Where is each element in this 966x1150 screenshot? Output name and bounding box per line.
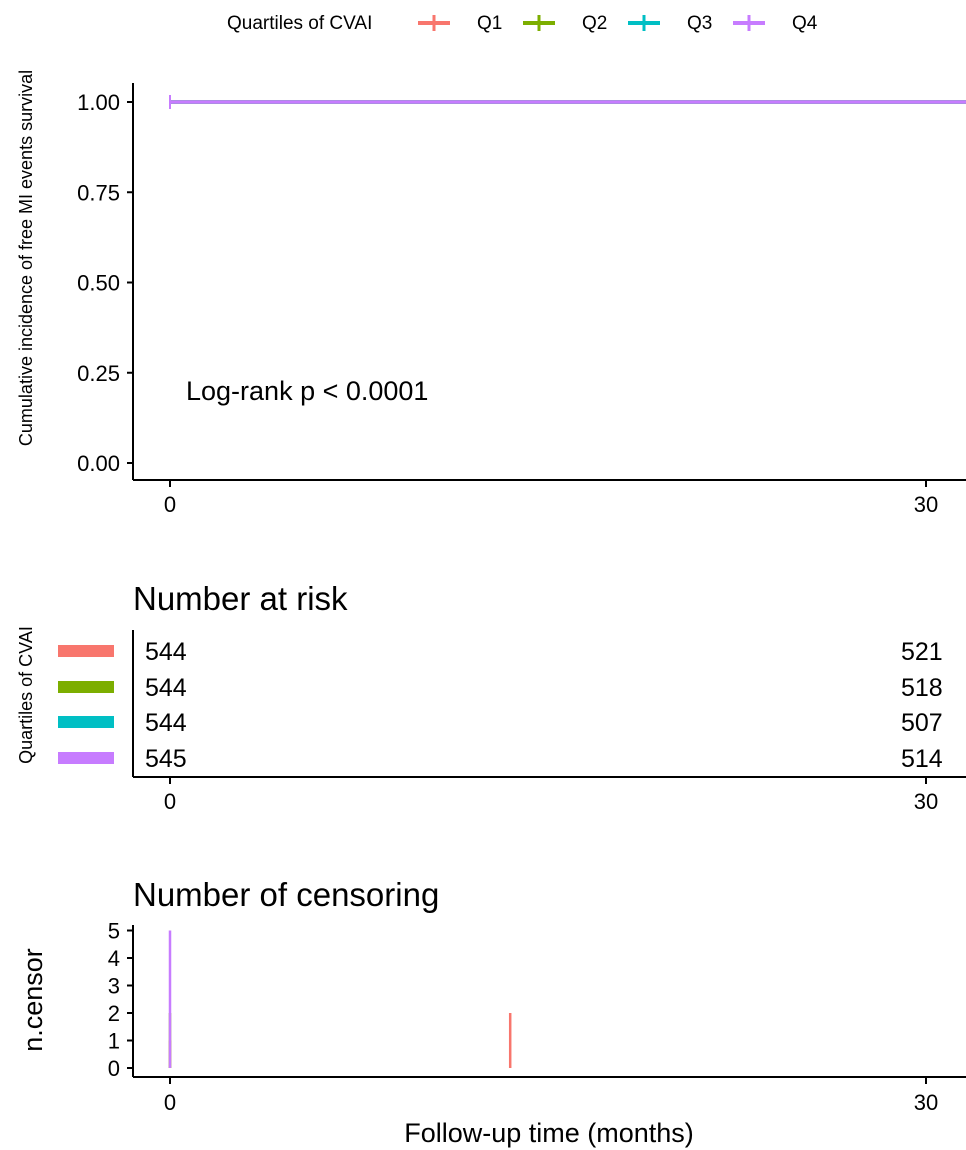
censoring-x-axis-label: Follow-up time (months) xyxy=(404,1118,694,1148)
censoring-x-tick-label: 30 xyxy=(914,1090,938,1115)
survival-curve-q2 xyxy=(170,100,966,104)
risk-table-cells: 5445214822612544518478233254450747325365… xyxy=(145,638,943,773)
survival-x-ticks: 0306090120 xyxy=(164,480,938,517)
survival-y-tick-label: 1.00 xyxy=(77,90,120,115)
risk-cell: 544 xyxy=(145,674,187,702)
censoring-y-tick-label: 3 xyxy=(108,974,120,999)
risk-swatch-q1 xyxy=(58,645,114,657)
risk-swatch-q3 xyxy=(58,716,114,728)
survival-y-axis-label: Cumulative incidence of free MI events s… xyxy=(16,70,36,446)
legend-item-q1: Q1 xyxy=(418,13,502,34)
survival-y-tick-label: 0.00 xyxy=(77,451,120,476)
survival-y-tick-label: 0.75 xyxy=(77,180,120,205)
risk-table-title: Number at risk xyxy=(133,580,348,617)
censoring-y-tick-label: 0 xyxy=(108,1056,120,1081)
risk-swatch-q4 xyxy=(58,752,114,764)
censoring-y-ticks: 01 23 45 xyxy=(108,919,133,1081)
legend-label-q2: Q2 xyxy=(582,13,607,34)
legend-item-q2: Q2 xyxy=(523,13,607,34)
survival-curve-q1 xyxy=(170,100,966,104)
legend-title: Quartiles of CVAI xyxy=(227,13,372,34)
censoring-y-tick-label: 5 xyxy=(108,919,120,944)
survival-x-tick-label: 0 xyxy=(164,492,176,517)
survival-y-tick-label: 0.50 xyxy=(77,271,120,296)
legend-label-q1: Q1 xyxy=(477,13,502,34)
censoring-x-ticks: 0306090120 xyxy=(164,1077,938,1115)
legend-label-q4: Q4 xyxy=(792,13,818,34)
survival-x-tick-label: 30 xyxy=(914,492,938,517)
risk-table-y-axis-label: Quartiles of CVAI xyxy=(16,626,36,764)
survival-y-ticks: 0.00 0.25 0.50 0.75 1.00 xyxy=(77,90,133,476)
legend: Quartiles of CVAI Q1 Q2 Q3 Q4 xyxy=(227,13,818,34)
risk-cell: 521 xyxy=(901,638,943,666)
risk-table: Number at risk Quartiles of CVAI 5445214… xyxy=(16,580,966,814)
risk-cell: 514 xyxy=(901,745,943,773)
risk-swatch-q2 xyxy=(58,681,114,693)
censoring-y-tick-label: 2 xyxy=(108,1001,120,1026)
risk-table-swatches xyxy=(58,645,114,764)
risk-table-x-ticks: 0306090120 xyxy=(164,777,938,814)
risk-cell: 544 xyxy=(145,638,187,666)
risk-cell: 544 xyxy=(145,709,187,737)
survival-curves xyxy=(169,95,966,109)
risk-table-x-tick-label: 0 xyxy=(164,789,176,814)
censoring-bars xyxy=(168,930,512,1068)
survival-plot: Cumulative incidence of free MI events s… xyxy=(16,70,966,517)
censoring-title: Number of censoring xyxy=(133,876,439,913)
risk-cell: 518 xyxy=(901,674,943,702)
log-rank-annotation: Log-rank p < 0.0001 xyxy=(186,376,428,406)
survival-curve-q4 xyxy=(170,100,966,104)
legend-item-q3: Q3 xyxy=(628,13,712,34)
risk-table-x-tick-label: 30 xyxy=(914,789,938,814)
censoring-y-tick-label: 4 xyxy=(108,946,120,971)
survival-y-tick-label: 0.25 xyxy=(77,361,120,386)
risk-cell: 507 xyxy=(901,709,943,737)
risk-cell: 545 xyxy=(145,745,187,773)
survival-curve-q3 xyxy=(170,100,966,104)
legend-label-q3: Q3 xyxy=(687,13,712,34)
legend-item-q4: Q4 xyxy=(733,13,818,34)
censoring-y-tick-label: 1 xyxy=(108,1029,120,1054)
censoring-x-tick-label: 0 xyxy=(164,1090,176,1115)
censoring-y-axis-label: n.censor xyxy=(18,948,48,1052)
